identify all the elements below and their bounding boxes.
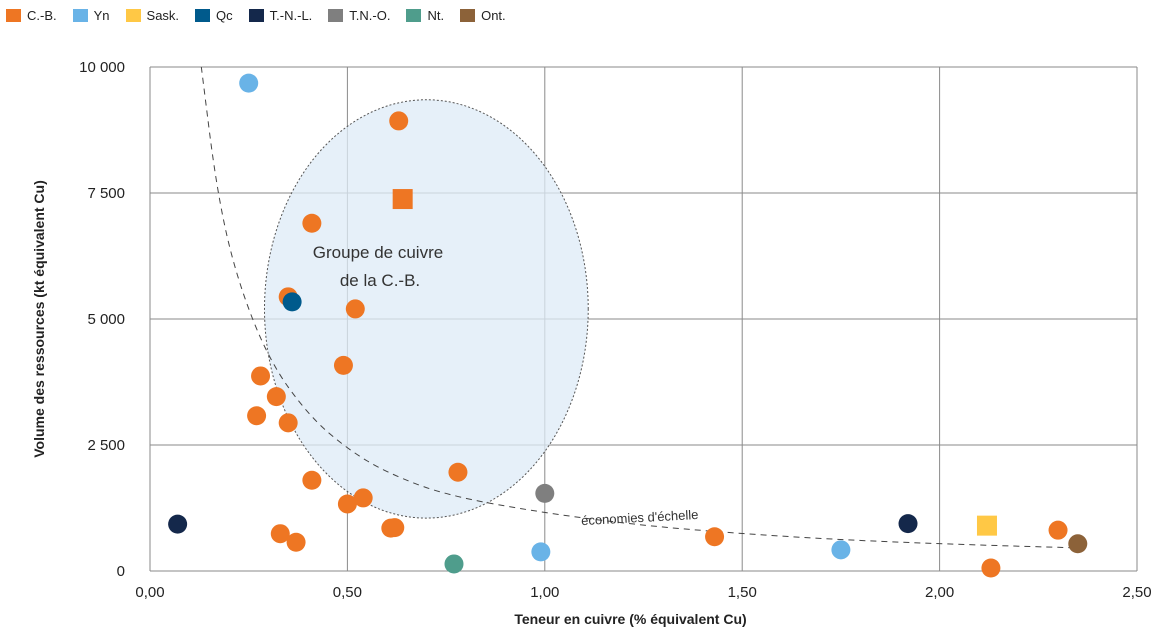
legend-item-cb: C.-B. [6,8,57,23]
cluster-ellipse [263,99,589,519]
tick-labels: 0,00 0,50 1,00 1,50 2,00 2,50 0 2 500 5 000 7 500… [79,59,1151,601]
x-tick-label: 2,50 [1122,584,1151,601]
data-point [302,470,322,490]
legend-item-tno: T.N.-O. [328,8,390,23]
x-axis-title: Teneur en cuivre (% équivalent Cu) [514,611,746,627]
data-point [444,554,464,574]
legend-item-ont: Ont. [460,8,506,23]
legend-swatch-nt [406,9,422,22]
y-tick-label: 0 [117,563,125,580]
legend-label-sask: Sask. [146,8,180,23]
legend-swatch-ont [460,9,476,22]
data-point [302,213,322,233]
legend-item-yn: Yn [72,8,110,23]
data-point [831,540,851,560]
data-point [392,189,413,210]
cluster-label-line1: Groupe de cuivre [313,243,443,262]
data-point [531,542,551,562]
legend-label-nt: Nt. [427,8,445,23]
y-tick-label: 10 000 [79,59,125,76]
data-point [535,483,555,503]
legend-item-qc: Qc [195,8,233,23]
legend-label-ont: Ont. [481,8,506,23]
data-point [981,558,1001,578]
data-point [282,292,302,312]
data-point [389,111,409,131]
data-point [266,387,286,407]
data-point [705,527,725,547]
data-point [353,488,373,508]
data-point [333,355,353,375]
data-point [385,518,405,538]
data-point [1068,534,1088,554]
legend-item-nt: Nt. [406,8,444,23]
legend-swatch-tno [328,9,344,22]
legend-swatch-sask [125,9,141,22]
legend-swatch-qc [195,9,211,22]
data-point [898,514,918,534]
data-point [168,514,188,534]
x-tick-label: 1,50 [728,584,757,601]
x-tick-label: 0,50 [333,584,362,601]
data-point [239,73,259,93]
trend-curve-group: économies d'échelle [200,66,1078,549]
x-tick-label: 0,00 [135,584,164,601]
data-point [251,366,271,386]
data-point [337,494,357,514]
legend-label-yn: Yn [93,8,110,23]
legend-item-tnl: T.-N.-L. [248,8,313,23]
legend-swatch-yn [72,9,88,22]
data-point [247,406,267,426]
legend: C.-B. Yn Sask. Qc T.-N.-L. T.N.-O. Nt. O… [6,8,522,23]
cluster-label-line2: de la C.-B. [340,271,420,290]
data-point [286,532,306,552]
x-tick-label: 2,00 [925,584,954,601]
legend-label-cb: C.-B. [27,8,57,23]
legend-item-sask: Sask. [125,8,180,23]
data-point [448,462,468,482]
trend-curve-label: économies d'échelle [581,507,699,528]
data-point [345,299,365,319]
y-tick-label: 2 500 [87,437,125,454]
y-axis-title: Volume des ressources (kt équivalent Cu) [31,180,47,458]
x-tick-label: 1,00 [530,584,559,601]
legend-swatch-cb [6,9,21,22]
data-point [278,413,298,433]
data-point [1048,520,1068,540]
cluster-group: Groupe de cuivre de la C.-B. [263,99,589,519]
legend-label-tno: T.N.-O. [349,8,391,23]
data-points [168,73,1088,578]
legend-swatch-tnl [248,9,264,22]
data-point [270,524,290,544]
y-tick-label: 7 500 [87,185,125,202]
legend-label-qc: Qc [216,8,233,23]
data-point [976,515,997,536]
trend-curve [200,66,1078,549]
legend-label-tnl: T.-N.-L. [269,8,313,23]
y-tick-label: 5 000 [87,311,125,328]
